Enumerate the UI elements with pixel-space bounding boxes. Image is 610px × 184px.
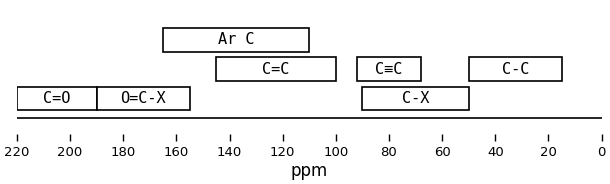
Text: Ar C: Ar C [218, 32, 254, 47]
FancyBboxPatch shape [17, 86, 96, 110]
Text: C=O: C=O [43, 91, 70, 106]
Text: C=C: C=C [262, 62, 290, 77]
Text: C-C: C-C [501, 62, 529, 77]
FancyBboxPatch shape [163, 28, 309, 52]
Text: O=C-X: O=C-X [120, 91, 166, 106]
FancyBboxPatch shape [468, 57, 562, 81]
X-axis label: ppm: ppm [290, 162, 328, 180]
FancyBboxPatch shape [96, 86, 190, 110]
FancyBboxPatch shape [357, 57, 421, 81]
FancyBboxPatch shape [216, 57, 336, 81]
Text: C≡C: C≡C [375, 62, 403, 77]
Text: C-X: C-X [402, 91, 429, 106]
FancyBboxPatch shape [362, 86, 468, 110]
